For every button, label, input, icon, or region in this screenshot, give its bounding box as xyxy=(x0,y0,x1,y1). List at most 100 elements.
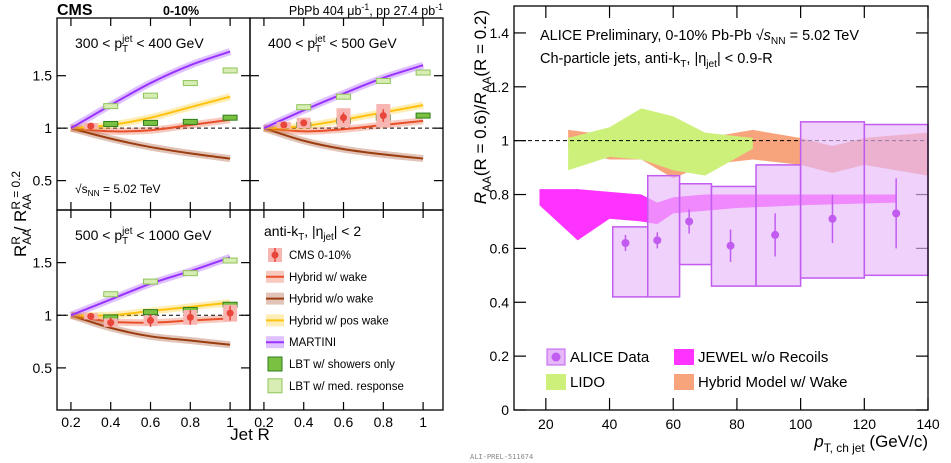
centrality: 0-10% xyxy=(163,4,199,18)
text-part: = 5.02 TeV xyxy=(100,182,161,196)
x-tick-label: 40 xyxy=(602,416,618,432)
text-part: NN xyxy=(88,188,100,198)
legend-title: anti-kT, |ηjet| < 2 xyxy=(264,223,361,243)
text-part: T xyxy=(122,236,128,247)
model-box xyxy=(182,270,198,277)
data-point xyxy=(186,313,194,321)
panel-label: 400 < pTjet < 500 GeV xyxy=(268,34,397,55)
y-axis-label: RAAR / RAAR = 0.2 xyxy=(9,171,34,257)
model-box xyxy=(375,77,391,84)
text-part: jet xyxy=(322,232,334,243)
y-tick-label: 0 xyxy=(501,402,509,418)
chart-title: ALICE Preliminary, 0-10% Pb-Pb √sNN = 5.… xyxy=(540,28,859,47)
text-part: 400 < p xyxy=(268,35,315,51)
text-part: Ch-particle jets, anti-k xyxy=(540,51,681,67)
syst-box xyxy=(755,164,802,287)
text-part: (GeV/c) xyxy=(865,432,928,451)
text-part: s xyxy=(82,182,88,196)
energy-label: √sNN = 5.02 TeV xyxy=(75,182,161,198)
legend-label: LBT w/ showers only xyxy=(289,359,395,371)
text-part: (R = 0.2) xyxy=(471,10,490,77)
experiment: CMS xyxy=(57,2,93,19)
x-tick-label: 100 xyxy=(789,416,813,432)
x-tick-label: 0.2 xyxy=(61,414,81,430)
legend-swatch xyxy=(551,352,561,362)
model-box xyxy=(103,291,119,298)
data-point xyxy=(280,121,288,129)
y-tick-label: 1 xyxy=(501,133,509,149)
x-axis-label: Jet R xyxy=(230,425,270,444)
text-part: T xyxy=(680,59,686,70)
text-part: -1 xyxy=(361,2,369,12)
model-line xyxy=(70,314,231,346)
model-box xyxy=(143,278,159,285)
text-part: < 400 GeV xyxy=(132,35,204,51)
watermark: ALI-PREL-511674 xyxy=(470,453,533,461)
data-point xyxy=(828,214,837,223)
legend-swatch xyxy=(674,349,694,365)
text-part: T xyxy=(315,44,321,55)
text-part: anti-k xyxy=(264,223,299,239)
syst-box xyxy=(647,174,681,298)
legend-label: Hybrid w/ wake xyxy=(289,272,367,284)
x-tick-label: 0.4 xyxy=(101,414,121,430)
plot-frame xyxy=(513,5,929,411)
text-part: = 5.02 TeV xyxy=(786,28,860,44)
luminosity: PbPb 404 μb-1, pp 27.4 pb-1 xyxy=(289,2,443,18)
legend-label: LIDO xyxy=(570,374,605,391)
y-tick-label: 1.5 xyxy=(33,255,53,271)
x-tick-label: 20 xyxy=(538,416,554,432)
x-axis-label: pT, ch jet (GeV/c) xyxy=(813,432,928,455)
x-tick-label: 1 xyxy=(226,414,234,430)
legend-swatch xyxy=(271,251,279,259)
model-box xyxy=(336,93,352,100)
legend-label: Hybrid w/ pos wake xyxy=(289,315,389,327)
x-tick-label: 0.4 xyxy=(294,414,314,430)
model-line xyxy=(263,127,424,160)
y-axis-label: RAA(R = 0.6)/RAA(R = 0.2) xyxy=(471,10,494,204)
text-part: R xyxy=(9,236,23,245)
model-band xyxy=(568,108,753,176)
model-line xyxy=(70,50,231,130)
model-band xyxy=(262,124,424,163)
legend-swatch xyxy=(267,378,283,394)
data-point xyxy=(87,312,95,320)
text-part: √ xyxy=(75,182,82,196)
y-tick-label: 1 xyxy=(44,307,52,323)
data-point xyxy=(300,119,308,127)
x-tick-label: 0.6 xyxy=(141,414,161,430)
y-tick-label: 0.4 xyxy=(490,294,510,310)
legend-swatch xyxy=(546,374,566,390)
y-tick-label: 1.5 xyxy=(33,68,53,84)
text-part: √ xyxy=(756,28,764,44)
data-point xyxy=(771,230,780,239)
text-part: p xyxy=(813,432,823,451)
legend-swatch xyxy=(267,356,283,372)
model-line xyxy=(70,95,231,130)
model-line xyxy=(263,64,424,130)
data-point xyxy=(226,309,234,317)
text-part: PbPb 404 μb xyxy=(289,4,362,18)
text-part: jet xyxy=(121,226,133,237)
x-tick-label: 0.6 xyxy=(334,414,354,430)
model-box xyxy=(415,112,431,119)
text-part: R = 0.2 xyxy=(9,171,23,210)
text-part: , |η xyxy=(686,51,706,67)
x-tick-label: 1 xyxy=(419,414,427,430)
text-part: T xyxy=(298,232,304,243)
model-box xyxy=(103,120,119,127)
legend-label: Hybrid Model w/ Wake xyxy=(698,374,848,391)
text-part: s xyxy=(764,28,771,44)
x-tick-label: 120 xyxy=(853,416,877,432)
model-box xyxy=(415,69,431,76)
y-tick-label: 0.6 xyxy=(490,240,510,256)
panel-label: 500 < pTjet < 1000 GeV xyxy=(75,226,212,247)
text-part: | < 0.9-R xyxy=(717,51,773,67)
panel-frame xyxy=(249,209,444,411)
text-part: AA xyxy=(20,194,34,210)
text-part: jet xyxy=(705,59,717,70)
text-part: -1 xyxy=(435,2,443,12)
y-tick-label: 1 xyxy=(44,120,52,136)
model-box xyxy=(182,80,198,87)
text-part: R xyxy=(471,92,490,104)
